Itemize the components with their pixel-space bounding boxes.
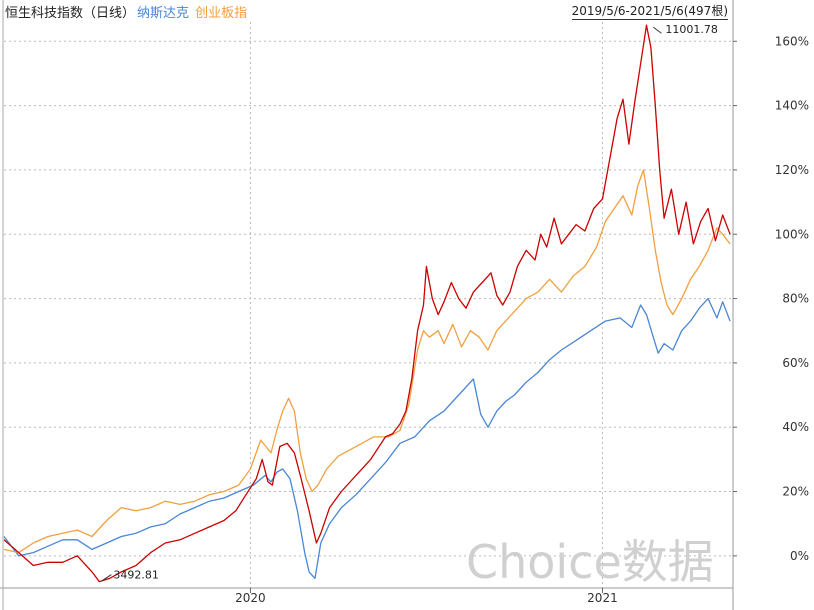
annotation-arrow [102, 574, 112, 581]
series-line-hstech [3, 24, 731, 583]
y-tick-label: 140% [775, 99, 809, 113]
annotation-arrow [653, 26, 662, 34]
legend-nasdaq: 纳斯达克 [137, 6, 190, 21]
plot-frame [0, 0, 734, 610]
series-line-chinext [3, 169, 731, 554]
annotation-label: 11001.78 [665, 23, 718, 36]
annotation-label: 3492.81 [113, 569, 158, 582]
x-axis: 2020 2021 [235, 588, 618, 605]
series-line-nasdaq [3, 297, 731, 580]
series-lines [3, 24, 731, 583]
y-tick-label: 20% [782, 485, 809, 499]
y-tick-label: 100% [775, 227, 809, 241]
y-tick-label: 40% [782, 420, 809, 434]
y-tick-label: 0% [790, 549, 809, 563]
y-tick-label: 120% [775, 163, 809, 177]
gridlines [4, 22, 733, 588]
y-tick-label: 80% [782, 292, 809, 306]
y-tick-label: 160% [775, 34, 809, 48]
watermark: Choice数据 [466, 535, 714, 589]
legend-chinext: 创业板指 [195, 6, 248, 21]
x-tick-label: 2020 [235, 591, 266, 605]
annotations: 11001.78 3492.81 [102, 23, 718, 582]
y-axis: 160% 140% 120% 100% 80% 60% 40% 20% 0% [733, 34, 809, 563]
legend: 恒生科技指数（日线） 纳斯达克 创业板指 [5, 2, 249, 21]
date-range-label: 2019/5/6-2021/5/6(497根) [571, 4, 728, 20]
x-tick-label: 2021 [587, 591, 618, 605]
legend-hstech: 恒生科技指数（日线） [5, 6, 136, 21]
y-tick-label: 60% [782, 356, 809, 370]
